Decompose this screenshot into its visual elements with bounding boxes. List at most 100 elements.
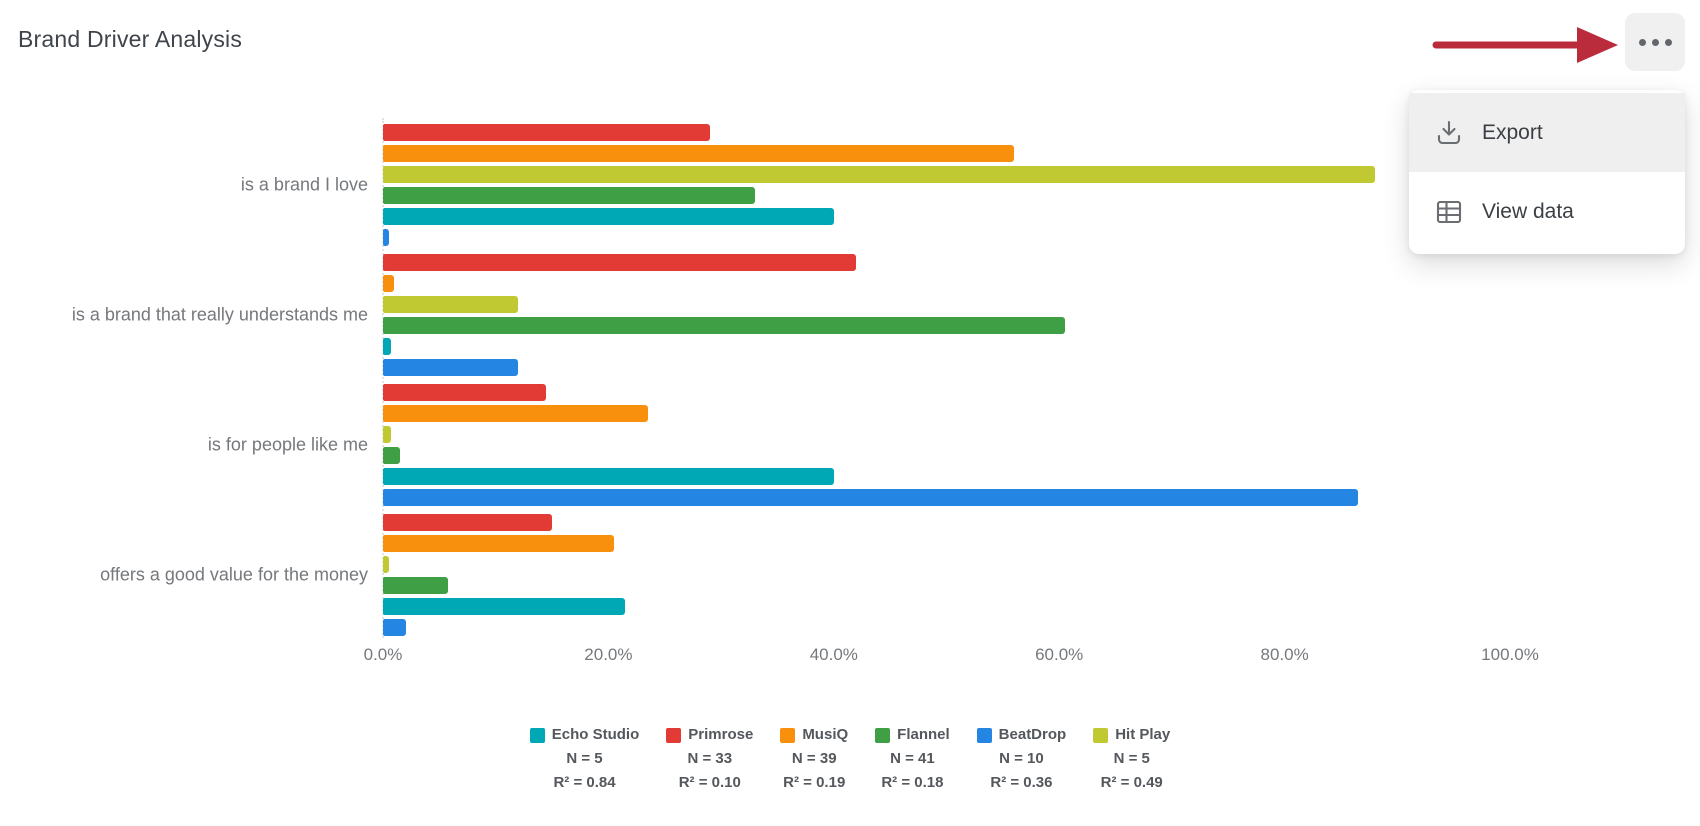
legend-swatch	[1093, 727, 1109, 743]
legend-r-squared: R² = 0.10	[678, 774, 741, 791]
bar-row	[383, 577, 1510, 594]
bar-flannel[interactable]	[383, 187, 755, 204]
bar-beatdrop[interactable]	[383, 489, 1358, 506]
legend-brand-name: Flannel	[897, 726, 950, 743]
legend-brand-name: Primrose	[688, 726, 754, 743]
bar-hit-play[interactable]	[383, 296, 519, 313]
menu-item-label: View data	[1482, 199, 1574, 223]
legend-sample-size: N = 41	[890, 750, 935, 767]
bar-beatdrop[interactable]	[383, 229, 389, 246]
legend-swatch	[666, 727, 682, 743]
bar-primrose[interactable]	[383, 124, 710, 141]
bar-musiq[interactable]	[383, 535, 615, 552]
bar-echo-studio[interactable]	[383, 338, 391, 355]
bar-hit-play[interactable]	[383, 166, 1375, 183]
bar-echo-studio[interactable]	[383, 598, 626, 615]
bar-musiq[interactable]	[383, 275, 395, 292]
category-label: is a brand that really understands me	[71, 304, 368, 325]
legend-swatch	[529, 727, 545, 743]
bar-group-offers-a-good-value-for-the-money: offers a good value for the money	[100, 514, 1510, 636]
ellipsis-icon	[1638, 38, 1646, 46]
legend-swatch	[780, 727, 796, 743]
annotation-arrow-icon	[1430, 24, 1620, 66]
bar-beatdrop[interactable]	[383, 619, 406, 636]
bar-row	[383, 514, 1510, 531]
legend-brand-name: BeatDrop	[998, 726, 1067, 743]
menu-item-view-data[interactable]: View data	[1409, 172, 1685, 251]
bar-row	[383, 468, 1510, 485]
bar-row	[383, 124, 1510, 141]
options-dropdown-menu: Export View data	[1409, 90, 1685, 254]
ellipsis-icon	[1664, 38, 1672, 46]
more-options-button[interactable]	[1625, 13, 1685, 71]
category-label: offers a good value for the money	[100, 564, 368, 585]
bar-row	[383, 447, 1510, 464]
x-axis: 0.0% 20.0% 40.0% 60.0% 80.0% 100.0%	[364, 645, 1539, 667]
legend-swatch	[875, 727, 891, 743]
bar-row	[383, 317, 1510, 334]
bar-primrose[interactable]	[383, 254, 857, 271]
x-tick-label: 40.0%	[809, 645, 858, 664]
legend-sample-size: N = 10	[999, 750, 1044, 767]
legend-r-squared: R² = 0.49	[1100, 774, 1163, 791]
bar-musiq[interactable]	[383, 405, 648, 422]
bar-row	[383, 426, 1510, 443]
bar-row	[383, 229, 1510, 246]
legend-brand-name: Echo Studio	[551, 726, 640, 743]
legend-r-squared: R² = 0.19	[783, 774, 846, 791]
bar-row	[383, 535, 1510, 552]
menu-item-export[interactable]: Export	[1409, 93, 1685, 172]
bar-row	[383, 296, 1510, 313]
x-tick-label: 80.0%	[1260, 645, 1309, 664]
bar-row	[383, 166, 1510, 183]
bar-echo-studio[interactable]	[383, 208, 834, 225]
download-icon	[1437, 120, 1461, 144]
bar-echo-studio[interactable]	[383, 468, 834, 485]
bar-hit-play[interactable]	[383, 426, 391, 443]
legend-r-squared: R² = 0.18	[881, 774, 944, 791]
legend-sample-size: N = 39	[791, 750, 837, 767]
bar-group-is-a-brand-i-love: is a brand I love	[241, 124, 1510, 246]
bar-row	[383, 598, 1510, 615]
bar-row	[383, 208, 1510, 225]
bar-chart-plot-area: is a brand I love is a brand that really …	[72, 118, 1510, 638]
bar-primrose[interactable]	[383, 384, 547, 401]
legend-sample-size: N = 5	[566, 750, 603, 767]
bar-primrose[interactable]	[383, 514, 553, 531]
bar-group-is-for-people-like-me: is for people like me	[208, 384, 1510, 506]
bar-flannel[interactable]	[383, 577, 449, 594]
legend-r-squared: R² = 0.36	[990, 774, 1053, 791]
bar-row	[383, 145, 1510, 162]
x-tick-label: 20.0%	[584, 645, 633, 664]
menu-item-label: Export	[1482, 120, 1543, 144]
chart-legend: Echo Studio N = 5 R² = 0.84 Primrose N = 33 R…	[0, 727, 1700, 791]
bar-flannel[interactable]	[383, 317, 1065, 334]
legend-item-flannel[interactable]: Flannel N = 41 R² = 0.18	[875, 727, 950, 791]
bar-flannel[interactable]	[383, 447, 400, 464]
category-label: is a brand I love	[240, 174, 368, 195]
legend-item-echo-studio[interactable]: Echo Studio N = 5 R² = 0.84	[529, 726, 640, 791]
legend-brand-name: MusiQ	[802, 726, 849, 743]
legend-r-squared: R² = 0.84	[553, 774, 616, 791]
legend-item-beatdrop[interactable]: BeatDrop N = 10 R² = 0.36	[976, 726, 1067, 791]
bar-beatdrop[interactable]	[383, 359, 519, 376]
legend-brand-name: Hit Play	[1115, 726, 1171, 743]
bar-row	[383, 556, 1510, 573]
legend-sample-size: N = 33	[687, 750, 733, 767]
ellipsis-icon	[1651, 38, 1659, 46]
table-icon	[1436, 200, 1462, 223]
bar-row	[383, 489, 1510, 506]
bar-row	[383, 359, 1510, 376]
x-tick-label: 0.0%	[363, 645, 403, 664]
category-label: is for people like me	[207, 434, 368, 455]
bar-hit-play[interactable]	[383, 556, 389, 573]
bar-row	[383, 275, 1510, 292]
legend-item-primrose[interactable]: Primrose N = 33 R² = 0.10	[666, 727, 753, 791]
bar-musiq[interactable]	[383, 145, 1015, 162]
legend-item-musiq[interactable]: MusiQ N = 39 R² = 0.19	[780, 727, 848, 791]
x-tick-label: 100.0%	[1481, 645, 1539, 664]
bar-row	[383, 338, 1510, 355]
legend-item-hit-play[interactable]: Hit Play N = 5 R² = 0.49	[1093, 727, 1170, 791]
x-tick-label: 60.0%	[1035, 645, 1084, 664]
